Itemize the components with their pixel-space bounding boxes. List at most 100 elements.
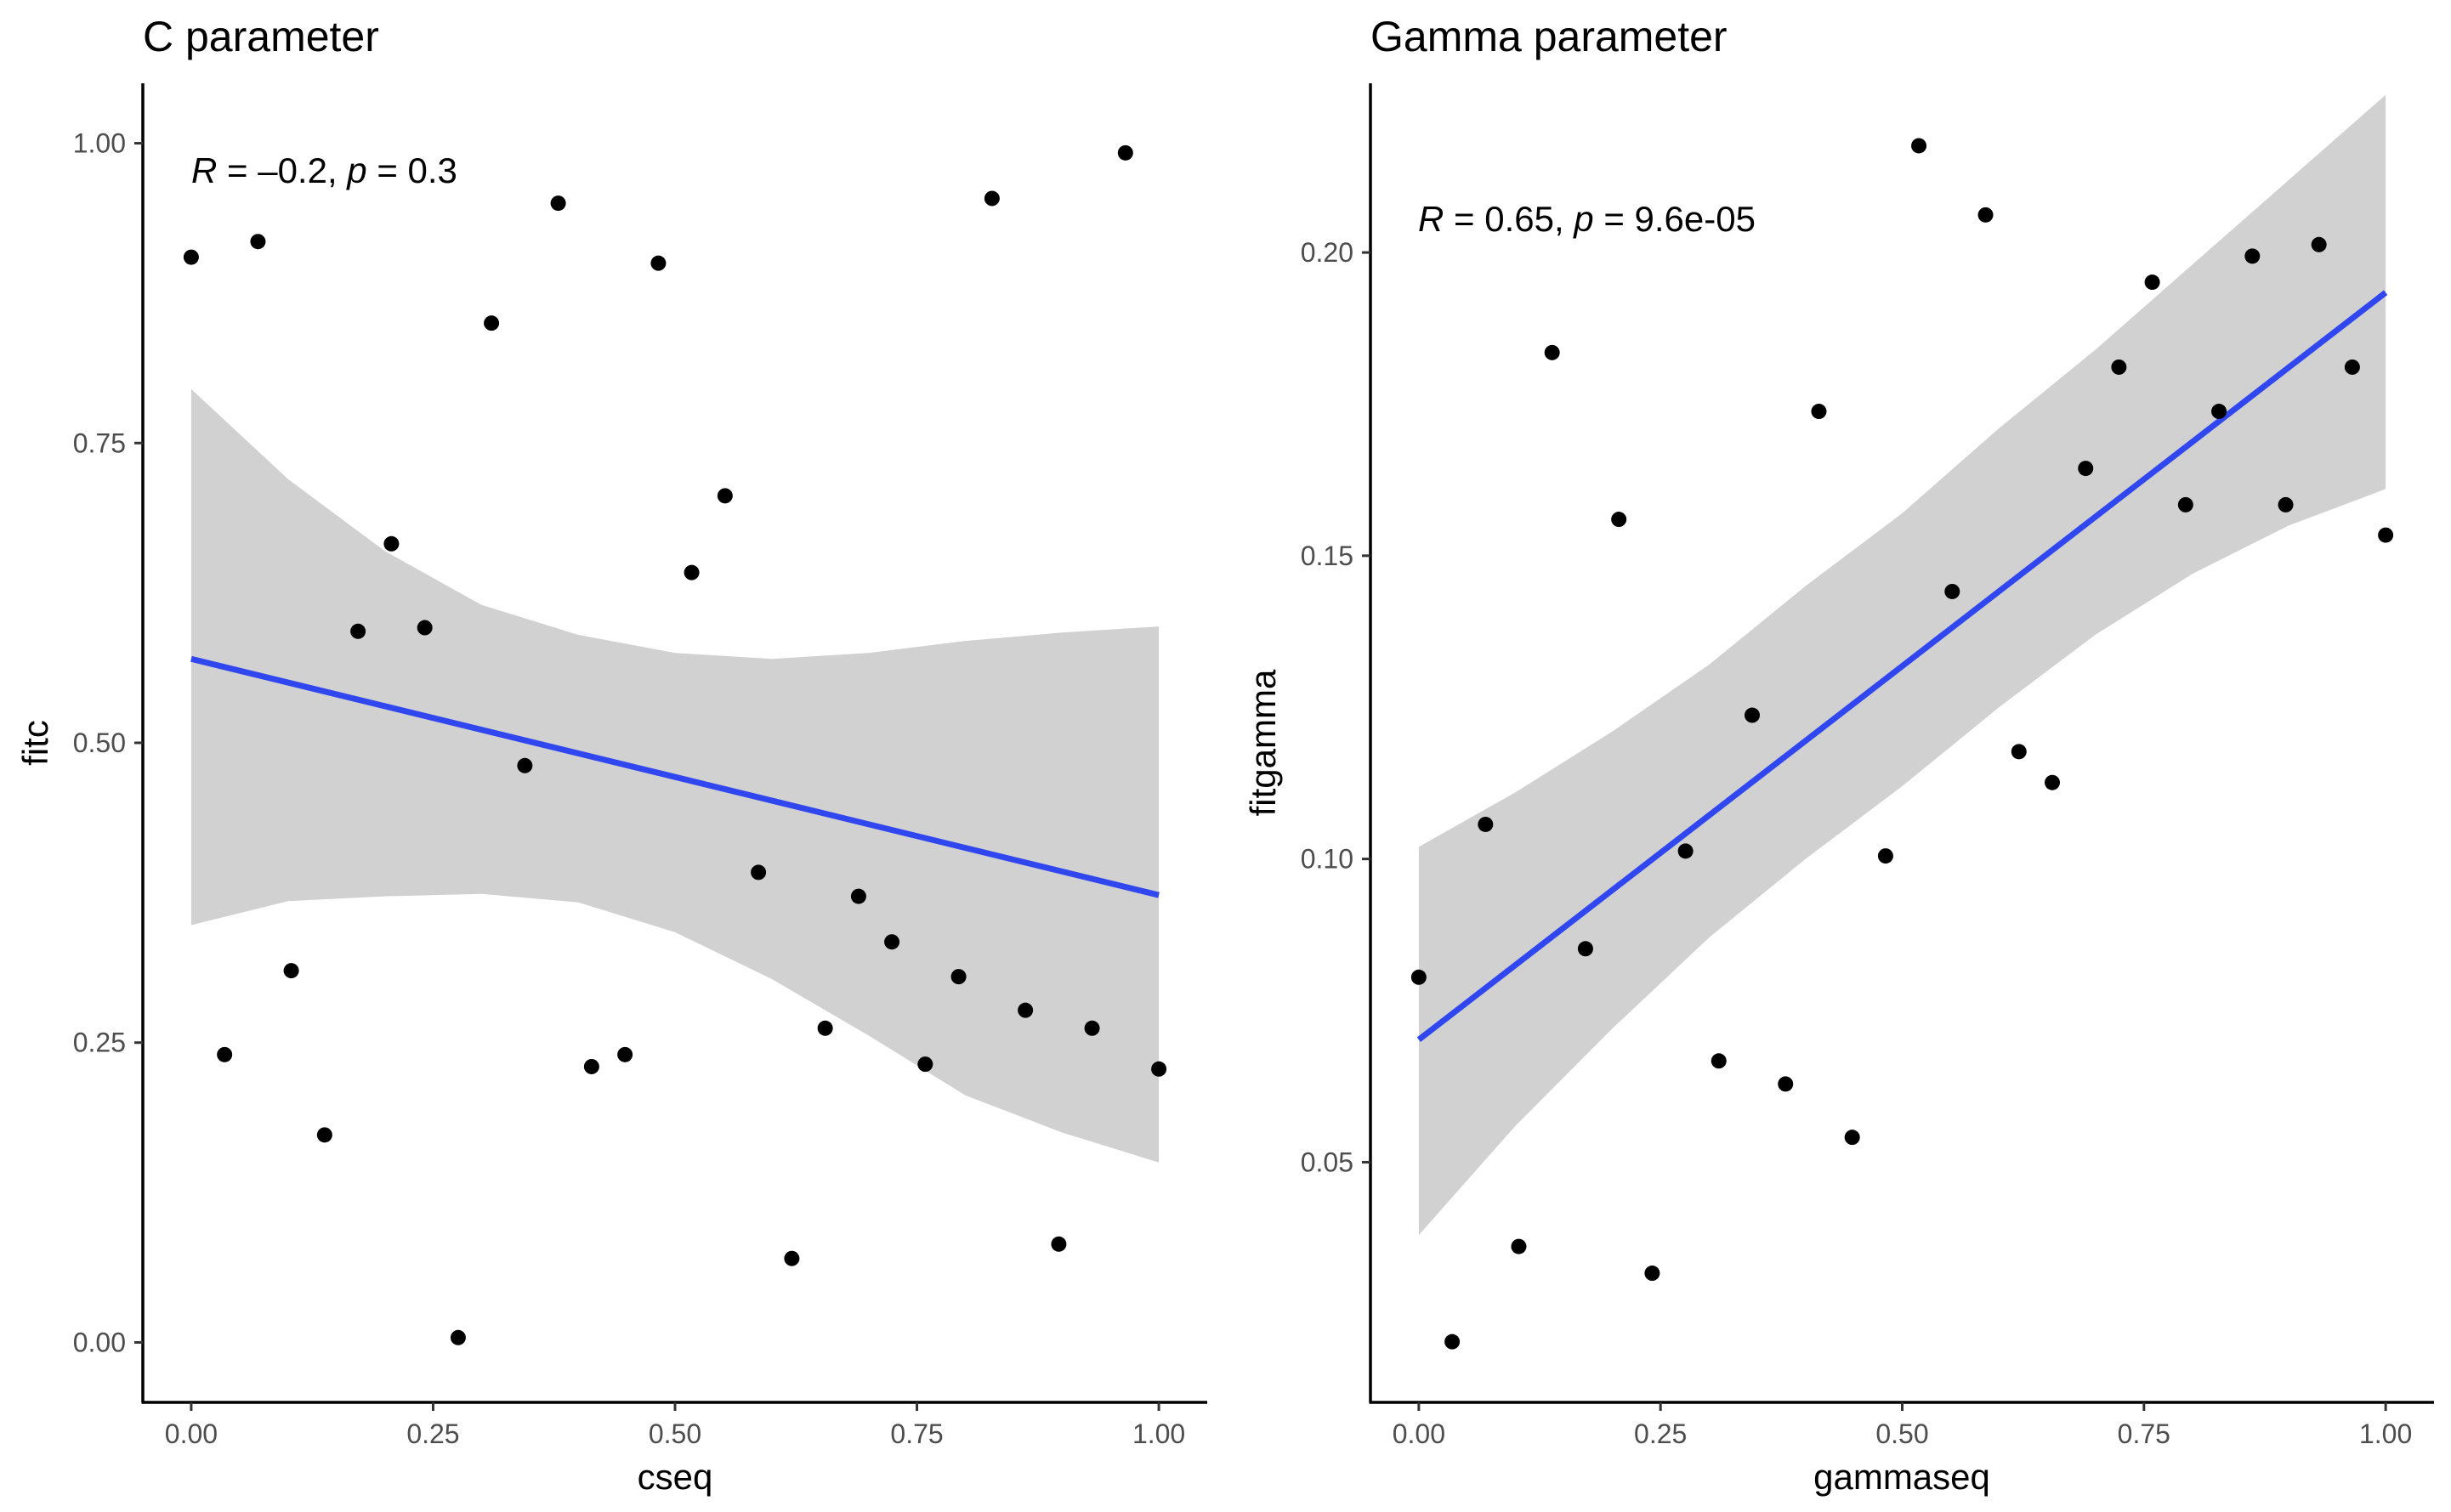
y-tick-label: 1.00 <box>73 128 126 159</box>
data-point <box>2378 527 2394 543</box>
data-point <box>1084 1020 1100 1036</box>
regression-line <box>190 655 1160 898</box>
x-tick-label: 1.00 <box>1132 1419 1185 1449</box>
x-tick-label: 0.00 <box>165 1419 218 1449</box>
r-symbol: R <box>1418 199 1444 239</box>
p-symbol: p <box>345 150 366 190</box>
x-axis-label: cseq <box>638 1457 713 1497</box>
data-point <box>1844 1130 1860 1146</box>
x-tick-label: 0.25 <box>406 1419 459 1449</box>
x-axis-label: gammaseq <box>1813 1457 1990 1497</box>
data-point <box>717 488 733 504</box>
data-point <box>350 623 366 639</box>
data-point <box>2311 236 2327 252</box>
data-point <box>950 969 967 985</box>
x-axis-ticks: 0.00 0.25 0.50 0.75 1.00 <box>1393 1402 2412 1449</box>
data-point <box>1051 1236 1067 1252</box>
data-point <box>250 234 266 250</box>
data-point <box>2144 275 2160 291</box>
regression-line <box>1416 290 2388 1043</box>
x-tick-label: 0.50 <box>1875 1419 1928 1449</box>
x-tick-label: 0.50 <box>649 1419 701 1449</box>
data-point <box>751 864 767 881</box>
data-point <box>984 190 1000 207</box>
y-tick-label: 0.50 <box>73 728 126 758</box>
y-tick-label: 0.25 <box>73 1028 126 1058</box>
y-tick-label: 0.15 <box>1301 541 1353 571</box>
data-point <box>183 249 199 265</box>
data-point <box>1644 1266 1660 1282</box>
correlation-annotation: R = 0.65, p = 9.6e-05 <box>1418 199 1756 239</box>
data-point <box>217 1046 233 1062</box>
data-point <box>1744 707 1760 723</box>
data-point <box>617 1046 633 1062</box>
data-point <box>1544 344 1560 360</box>
x-tick-label: 0.75 <box>2118 1419 2170 1449</box>
data-point <box>1478 816 1494 832</box>
data-point <box>1151 1061 1167 1077</box>
data-point <box>817 1020 833 1036</box>
x-tick-label: 0.00 <box>1393 1419 1445 1449</box>
data-point <box>2177 496 2193 512</box>
data-point <box>784 1250 800 1266</box>
x-axis-ticks: 0.00 0.25 0.50 0.75 1.00 <box>165 1402 1185 1449</box>
data-point <box>2111 359 2127 375</box>
r-symbol: R <box>191 150 217 190</box>
data-point <box>2278 496 2294 512</box>
panel-c-parameter: C parameter 0.00 0.25 0.50 0.75 1.00 0.00 0.2… <box>15 13 1207 1497</box>
y-tick-label: 0.10 <box>1301 844 1353 875</box>
p-value: = 9.6e-05 <box>1594 199 1756 239</box>
data-point <box>283 963 299 979</box>
data-point <box>2344 359 2360 375</box>
y-axis-ticks: 0.00 0.25 0.50 0.75 1.00 <box>73 128 143 1357</box>
data-point <box>1778 1076 1794 1092</box>
data-point <box>1977 207 1994 223</box>
y-axis-ticks: 0.05 0.10 0.15 0.20 <box>1301 237 1370 1177</box>
data-point <box>583 1058 599 1074</box>
data-point <box>1911 138 1927 154</box>
y-axis-label: fitgamma <box>1243 669 1283 816</box>
p-value: = 0.3 <box>367 150 457 190</box>
data-point <box>2244 248 2261 264</box>
data-point <box>1018 1002 1034 1018</box>
y-tick-label: 0.75 <box>73 428 126 458</box>
panel-gamma-parameter: Gamma parameter 0.05 0.10 0.15 0.20 0.00 0.2… <box>1243 13 2434 1497</box>
y-tick-label: 0.20 <box>1301 237 1353 268</box>
r-value: = 0.65, <box>1444 199 1574 239</box>
data-point <box>850 888 866 904</box>
data-point <box>2078 461 2094 477</box>
data-point <box>316 1127 332 1143</box>
data-point <box>1117 144 1133 161</box>
data-point <box>917 1056 933 1073</box>
data-point <box>1611 512 1627 528</box>
data-point <box>417 620 433 636</box>
data-point <box>2045 774 2061 790</box>
y-tick-label: 0.00 <box>73 1327 126 1357</box>
correlation-annotation: R = –0.2, p = 0.3 <box>191 150 457 190</box>
data-points <box>183 144 1167 1345</box>
chart-title: Gamma parameter <box>1370 13 1728 60</box>
data-point <box>1577 941 1593 957</box>
data-point <box>684 564 700 580</box>
data-point <box>1444 1334 1461 1350</box>
data-point <box>884 934 900 950</box>
data-point <box>1677 843 1694 859</box>
data-point <box>450 1329 466 1345</box>
y-axis-label: fitc <box>15 720 55 766</box>
data-point <box>1944 583 1960 599</box>
x-tick-label: 1.00 <box>2359 1419 2412 1449</box>
x-tick-label: 0.75 <box>890 1419 943 1449</box>
r-value: = –0.2, <box>217 150 347 190</box>
data-point <box>650 255 667 271</box>
y-tick-label: 0.05 <box>1301 1147 1353 1177</box>
p-symbol: p <box>1572 199 1593 239</box>
data-points <box>1410 138 2394 1350</box>
data-point <box>383 535 400 552</box>
data-point <box>2211 404 2227 420</box>
data-point <box>1711 1053 1727 1069</box>
data-point <box>517 757 533 773</box>
x-tick-label: 0.25 <box>1634 1419 1687 1449</box>
data-point <box>1410 969 1427 985</box>
data-point <box>1877 848 1893 864</box>
